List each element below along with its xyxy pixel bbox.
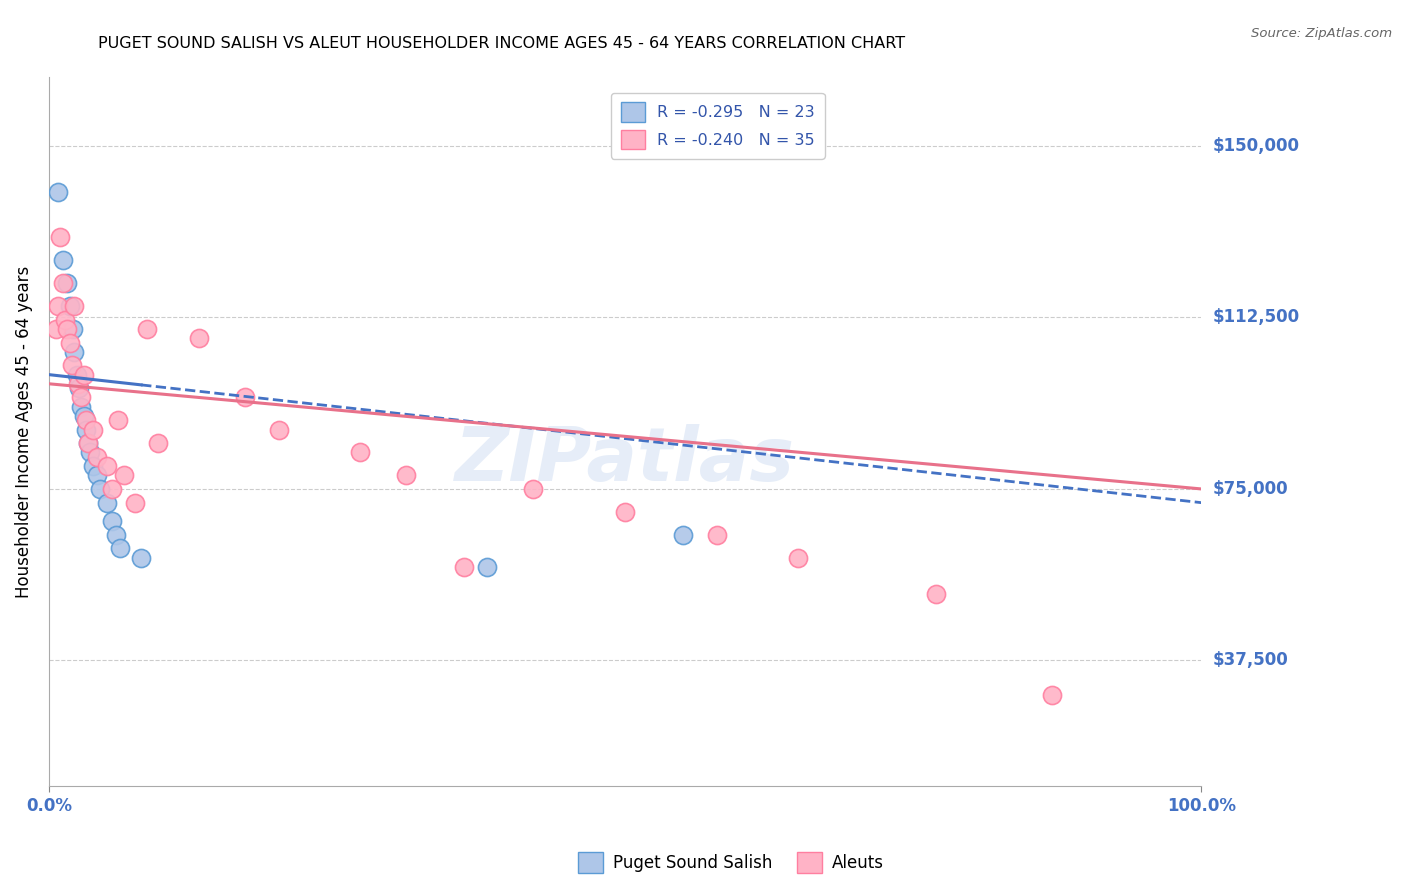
Point — [82, 423, 104, 437]
Point — [129, 550, 152, 565]
Text: Source: ZipAtlas.com: Source: ZipAtlas.com — [1251, 27, 1392, 40]
Point — [53, 312, 76, 326]
Point — [89, 482, 111, 496]
Text: $75,000: $75,000 — [1212, 480, 1288, 498]
Point — [45, 322, 67, 336]
Point — [86, 468, 108, 483]
Point — [82, 459, 104, 474]
Point — [77, 436, 100, 450]
Point — [349, 445, 371, 459]
Point — [187, 331, 209, 345]
Point — [104, 527, 127, 541]
Point — [63, 299, 86, 313]
Point — [107, 413, 129, 427]
Text: PUGET SOUND SALISH VS ALEUT HOUSEHOLDER INCOME AGES 45 - 64 YEARS CORRELATION CH: PUGET SOUND SALISH VS ALEUT HOUSEHOLDER … — [98, 36, 905, 51]
Point — [96, 496, 118, 510]
Legend: R = -0.295   N = 23, R = -0.240   N = 35: R = -0.295 N = 23, R = -0.240 N = 35 — [612, 93, 825, 159]
Point — [101, 514, 124, 528]
Point — [96, 459, 118, 474]
Text: ZIPatlas: ZIPatlas — [456, 424, 796, 497]
Point — [66, 376, 89, 391]
Point — [60, 359, 83, 373]
Point — [75, 413, 97, 427]
Point — [101, 482, 124, 496]
Point — [112, 468, 135, 483]
Point — [56, 322, 79, 336]
Point — [66, 368, 89, 382]
Point — [75, 423, 97, 437]
Point — [72, 368, 94, 382]
Point — [395, 468, 418, 483]
Point — [1040, 688, 1063, 702]
Point — [56, 276, 79, 290]
Point — [148, 436, 170, 450]
Point — [110, 541, 132, 556]
Point — [49, 230, 72, 244]
Point — [72, 409, 94, 423]
Point — [59, 299, 82, 313]
Point — [77, 436, 100, 450]
Text: $150,000: $150,000 — [1212, 137, 1299, 155]
Text: $37,500: $37,500 — [1212, 651, 1288, 669]
Point — [706, 527, 728, 541]
Point — [67, 381, 90, 395]
Point — [124, 496, 146, 510]
Point — [52, 253, 75, 268]
Point — [70, 400, 93, 414]
Point — [453, 559, 475, 574]
Y-axis label: Householder Income Ages 45 - 64 years: Householder Income Ages 45 - 64 years — [15, 266, 32, 598]
Point — [233, 391, 256, 405]
Point — [522, 482, 544, 496]
Point — [925, 587, 948, 601]
Point — [70, 391, 93, 405]
Point — [46, 299, 69, 313]
Point — [62, 322, 84, 336]
Point — [86, 450, 108, 464]
Point — [614, 505, 637, 519]
Point — [46, 185, 69, 199]
Legend: Puget Sound Salish, Aleuts: Puget Sound Salish, Aleuts — [571, 846, 891, 880]
Point — [269, 423, 291, 437]
Point — [59, 335, 82, 350]
Point — [52, 276, 75, 290]
Point — [63, 344, 86, 359]
Text: $112,500: $112,500 — [1212, 309, 1299, 326]
Point — [672, 527, 695, 541]
Point — [475, 559, 498, 574]
Point — [79, 445, 101, 459]
Point — [787, 550, 810, 565]
Point — [135, 322, 157, 336]
